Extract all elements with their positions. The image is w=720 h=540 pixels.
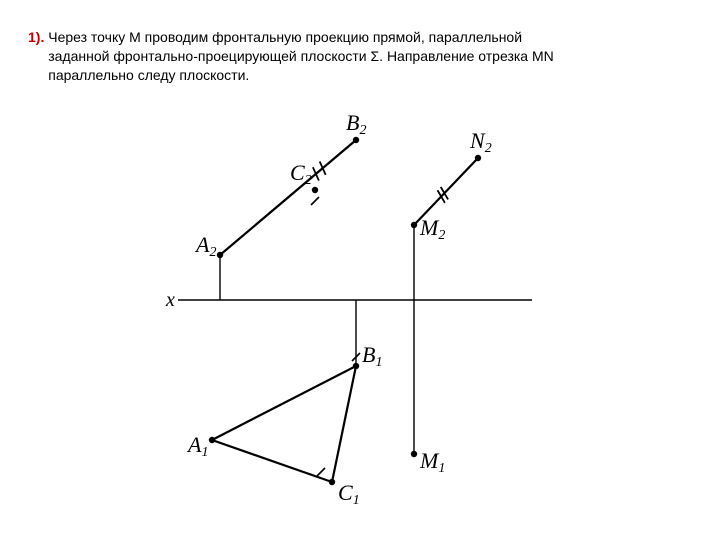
svg-text:M2: M2 — [419, 215, 445, 243]
svg-text:A1: A1 — [186, 432, 208, 460]
svg-text:C1: C1 — [338, 480, 360, 508]
caption: 1). Через точку М проводим фронтальную п… — [28, 28, 692, 85]
geometry-diagram: x A2 B2 C2 M2 N2 A1 B1 C1 M1 — [160, 110, 560, 520]
svg-text:A2: A2 — [194, 232, 216, 260]
svg-text:N2: N2 — [469, 128, 492, 156]
svg-text:C2: C2 — [290, 160, 312, 188]
svg-text:x: x — [165, 289, 175, 311]
caption-line-2: заданной фронтально-проецирующей плоскос… — [48, 48, 554, 64]
svg-text:B2: B2 — [346, 110, 366, 138]
caption-line-1: Через точку М проводим фронтальную проек… — [48, 29, 522, 45]
svg-text:M1: M1 — [419, 448, 445, 476]
svg-text:B1: B1 — [362, 342, 382, 370]
step-number: 1). — [28, 29, 44, 45]
caption-line-3: параллельно следу плоскости. — [48, 67, 249, 83]
